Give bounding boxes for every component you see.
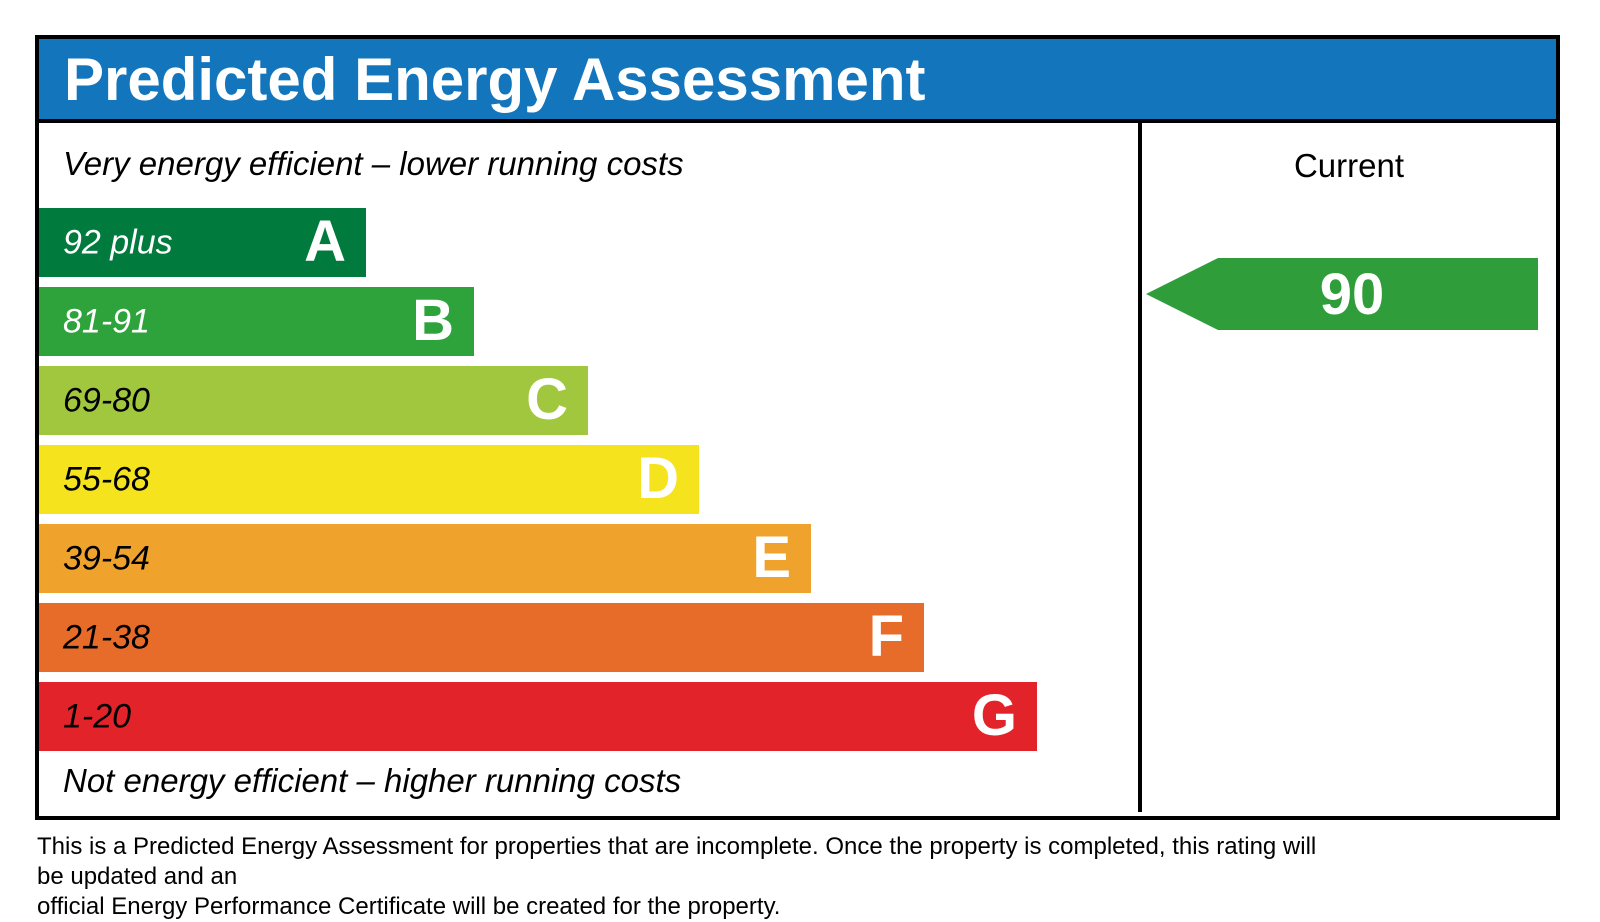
band-range-label: 81-91 xyxy=(63,302,150,340)
epc-band-c: 69-80 C xyxy=(39,366,588,435)
current-rating-value: 90 xyxy=(1319,261,1385,327)
band-letter: E xyxy=(752,524,791,590)
epc-frame: Predicted Energy Assessment Very energy … xyxy=(35,35,1560,820)
epc-band-e: 39-54 E xyxy=(39,524,811,593)
band-range-label: 69-80 xyxy=(63,381,150,419)
page-title: Predicted Energy Assessment xyxy=(64,45,926,113)
band-range-label: 55-68 xyxy=(63,460,150,498)
band-letter: B xyxy=(412,287,454,353)
epc-band-g: 1-20 G xyxy=(39,682,1037,751)
band-letter: D xyxy=(637,445,679,511)
band-range-label: 92 plus xyxy=(63,223,173,261)
epc-band-list: 92 plus A 81-91 B 69-80 C 55-68 D 39-54 E 21-38 F 1-… xyxy=(39,208,1037,761)
rating-scale-panel: Very energy efficient – lower running co… xyxy=(39,123,1142,812)
epc-band-a: 92 plus A xyxy=(39,208,366,277)
footer-line-1: This is a Predicted Energy Assessment fo… xyxy=(37,833,1317,890)
epc-band-d: 55-68 D xyxy=(39,445,699,514)
bottom-caption: Not energy efficient – higher running co… xyxy=(63,762,682,799)
epc-band-f: 21-38 F xyxy=(39,603,924,672)
current-rating-arrow: 90 xyxy=(1146,258,1538,330)
current-rating-panel: Current 90 xyxy=(1142,123,1556,812)
current-column-header: Current xyxy=(1293,147,1405,184)
band-range-label: 21-38 xyxy=(63,618,150,656)
band-letter: F xyxy=(868,603,904,669)
band-range-label: 1-20 xyxy=(63,697,132,735)
band-range-label: 39-54 xyxy=(63,539,150,577)
top-caption: Very energy efficient – lower running co… xyxy=(63,145,684,182)
band-letter: G xyxy=(971,682,1017,748)
header: Predicted Energy Assessment xyxy=(39,39,1556,123)
band-letter: A xyxy=(304,208,346,274)
footer-note: This is a Predicted Energy Assessment fo… xyxy=(37,832,1327,922)
epc-content: Very energy efficient – lower running co… xyxy=(39,123,1556,812)
footer-line-2: official Energy Performance Certificate … xyxy=(37,893,781,920)
band-letter: C xyxy=(526,366,568,432)
epc-band-b: 81-91 B xyxy=(39,287,474,356)
